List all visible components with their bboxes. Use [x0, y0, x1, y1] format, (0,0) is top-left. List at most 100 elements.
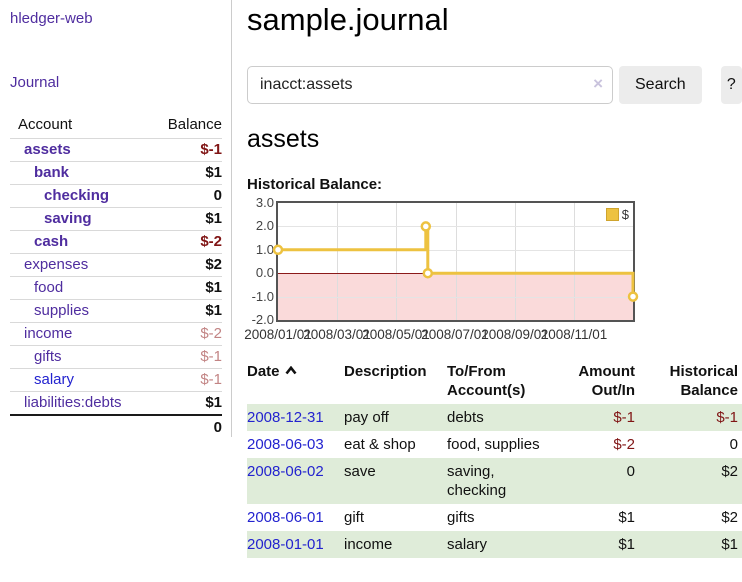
- search-input[interactable]: [247, 66, 613, 104]
- gridline: [278, 226, 633, 228]
- transaction-description: gift: [344, 509, 365, 526]
- account-balance: $1: [205, 210, 222, 227]
- x-axis-tick-label: 2008/07/01: [421, 327, 489, 342]
- account-balance: 0: [213, 187, 222, 204]
- y-axis-tick-label: -2.0: [251, 312, 274, 327]
- x-axis-tick-label: 2008/05/01: [362, 327, 430, 342]
- y-axis-tick-label: 1.0: [255, 242, 274, 257]
- x-axis-tick-label: 2008/11/01: [540, 327, 608, 342]
- transaction-date-link[interactable]: 2008-06-03: [247, 436, 324, 453]
- account-link-income[interactable]: income: [24, 325, 73, 342]
- x-axis-tick-label: 2008/01/01: [244, 327, 312, 342]
- transaction-description: pay off: [344, 409, 389, 426]
- register-row: 2008-06-01 gift gifts $1 $2: [247, 504, 742, 531]
- account-row: expenses $2: [10, 253, 222, 276]
- transaction-description: save: [344, 463, 376, 480]
- help-button[interactable]: ?: [720, 66, 742, 104]
- account-link-cash[interactable]: cash: [34, 233, 69, 250]
- account-row: bank $1: [10, 161, 222, 184]
- accounts-total: 0: [10, 414, 222, 440]
- gridline: [278, 296, 633, 298]
- transaction-amount: $1: [618, 509, 635, 526]
- account-link-expenses[interactable]: expenses: [24, 256, 89, 273]
- gridline: [337, 203, 339, 320]
- account-balance: $1: [205, 302, 222, 319]
- register-row: 2008-06-02 save saving, checking 0 $2: [247, 458, 742, 504]
- transaction-date-link[interactable]: 2008-12-31: [247, 409, 324, 426]
- account-row: supplies $1: [10, 299, 222, 322]
- transaction-amount: $1: [618, 536, 635, 553]
- account-balance: $-2: [200, 325, 222, 342]
- register-header-row: Date Description To/From Account(s) Amou…: [247, 360, 742, 404]
- clear-search-icon[interactable]: ×: [593, 74, 603, 93]
- transaction-accounts: gifts: [447, 509, 475, 526]
- account-column-header: Account: [18, 116, 73, 133]
- transaction-accounts: debts: [447, 409, 484, 426]
- y-axis-tick-label: -1.0: [251, 289, 274, 304]
- balance-column-header: Balance: [167, 116, 222, 133]
- date-column-header: Date: [247, 360, 344, 404]
- transaction-amount: $-1: [613, 409, 635, 426]
- account-link-gifts[interactable]: gifts: [34, 348, 62, 365]
- account-link-bank[interactable]: bank: [34, 164, 70, 181]
- account-balance: $-1: [200, 371, 222, 388]
- chart-legend: $: [605, 207, 629, 222]
- register-table: Date Description To/From Account(s) Amou…: [247, 360, 742, 558]
- transaction-description: eat & shop: [344, 436, 416, 453]
- account-link-supplies[interactable]: supplies: [34, 302, 90, 319]
- chart-plot-area[interactable]: $: [272, 201, 639, 322]
- description-column-header: Description: [344, 363, 427, 380]
- account-heading: assets: [247, 125, 320, 153]
- register-row: 2008-06-03 eat & shop food, supplies $-2…: [247, 431, 742, 458]
- brand-link[interactable]: hledger-web: [10, 10, 93, 27]
- account-balance: $1: [205, 164, 222, 181]
- account-balance: $-1: [200, 141, 222, 158]
- transaction-accounts: food, supplies: [447, 436, 540, 453]
- account-row: saving $1: [10, 207, 222, 230]
- register-row: 2008-01-01 income salary $1 $1: [247, 531, 742, 558]
- legend-swatch-icon: [605, 208, 619, 221]
- account-balance: $2: [205, 256, 222, 273]
- historical-balance-chart: 3.0 2.0 1.0 0.0 -1.0 -2.0 $: [244, 195, 742, 343]
- account-balance: $1: [205, 279, 222, 296]
- sidebar-item-journal[interactable]: Journal: [10, 74, 60, 91]
- accounts-table: Account Balance assets $-1 bank $1 check…: [10, 113, 222, 440]
- page-title: sample.journal: [247, 2, 449, 37]
- account-balance: $-2: [200, 233, 222, 250]
- balance-step-line: [272, 221, 639, 302]
- account-link-checking[interactable]: checking: [44, 187, 110, 204]
- y-axis-tick-label: 3.0: [255, 195, 274, 210]
- gridline: [573, 203, 575, 320]
- amount-column-header: Amount Out/In: [578, 363, 635, 399]
- transaction-balance: 0: [729, 436, 738, 453]
- account-row: checking 0: [10, 184, 222, 207]
- x-axis-tick-label: 2008/03/01: [303, 327, 371, 342]
- account-link-liabilities-debts[interactable]: liabilities:debts: [24, 394, 122, 411]
- accounts-table-header: Account Balance: [10, 113, 222, 138]
- account-row: assets $-1: [10, 138, 222, 161]
- sort-ascending-icon: [284, 365, 297, 375]
- transaction-date-link[interactable]: 2008-06-01: [247, 509, 324, 526]
- account-link-salary[interactable]: salary: [34, 371, 75, 388]
- gridline: [514, 203, 516, 320]
- x-axis-tick-label: 2008/09/01: [481, 327, 549, 342]
- transaction-description: income: [344, 536, 393, 553]
- search-button[interactable]: Search: [619, 66, 702, 104]
- account-balance: $1: [205, 394, 222, 411]
- account-link-food[interactable]: food: [34, 279, 64, 296]
- account-row: cash $-2: [10, 230, 222, 253]
- gridline: [396, 203, 398, 320]
- transaction-balance: $2: [721, 463, 738, 480]
- main-content: sample.journal × Search ? assets Histori…: [244, 0, 742, 558]
- account-link-assets[interactable]: assets: [24, 141, 71, 158]
- transaction-date-link[interactable]: 2008-01-01: [247, 536, 324, 553]
- search-form: × Search ?: [247, 66, 742, 104]
- y-axis-tick-label: 0.0: [255, 265, 274, 280]
- account-row: food $1: [10, 276, 222, 299]
- transaction-date-link[interactable]: 2008-06-02: [247, 463, 324, 480]
- account-link-saving[interactable]: saving: [44, 210, 92, 227]
- account-row: salary $-1: [10, 368, 222, 391]
- transaction-balance: $1: [721, 536, 738, 553]
- gridline: [455, 203, 457, 320]
